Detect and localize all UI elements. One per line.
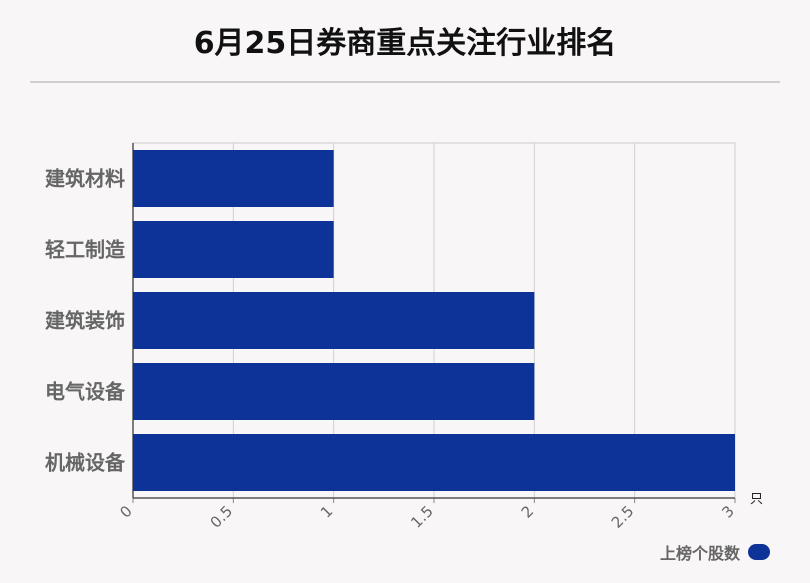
x-tick-label: 0.5: [207, 502, 237, 532]
chart-title: 6月25日券商重点关注行业排名: [193, 26, 617, 61]
category-label: 电气设备: [45, 380, 126, 404]
legend-swatch: [748, 544, 771, 560]
legend: 上榜个股数: [660, 540, 771, 564]
legend-label: 上榜个股数: [660, 544, 741, 563]
x-tick-label: 2: [518, 502, 537, 521]
x-tick-label: 2.5: [608, 502, 638, 532]
category-label: 建筑装饰: [45, 309, 125, 333]
bar: [133, 221, 334, 278]
category-label: 建筑材料: [45, 167, 125, 191]
category-label: 机械设备: [45, 451, 126, 475]
bar: [133, 150, 334, 207]
category-label: 轻工制造: [45, 238, 126, 262]
x-tick-label: 1.5: [407, 502, 437, 532]
bar: [133, 292, 535, 349]
x-unit-label: 只: [750, 492, 763, 507]
x-tick-label: 1: [317, 502, 336, 521]
x-tick-label: 3: [718, 502, 737, 521]
bar: [133, 363, 535, 420]
title-divider: [30, 81, 780, 83]
x-tick-label: 0: [116, 502, 135, 521]
bar: [133, 434, 735, 491]
